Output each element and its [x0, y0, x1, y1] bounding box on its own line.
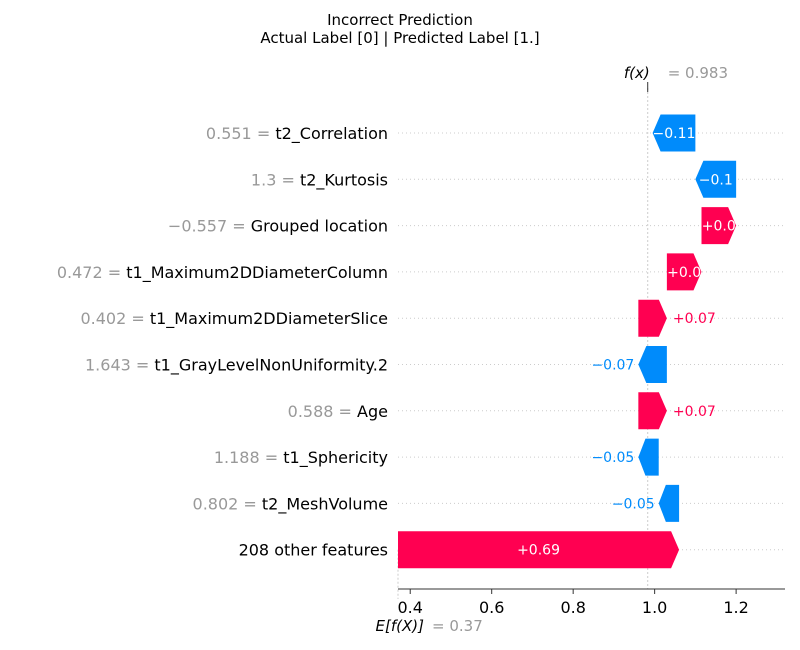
waterfall-bar: [638, 438, 659, 476]
bar-value-label: +0.0: [702, 219, 736, 235]
feature-name: t2_MeshVolume: [262, 494, 388, 514]
bar-value-label: −0.1: [699, 172, 733, 188]
waterfall-bar: [695, 160, 737, 198]
waterfall-bar: [398, 531, 680, 569]
bar-value-label: −0.05: [591, 450, 634, 466]
feature-label: 0.472 = t1_Maximum2DDiameterColumn: [57, 263, 388, 283]
x-tick-label: 1.2: [723, 598, 748, 617]
x-tick-label: 0.4: [397, 598, 422, 617]
feature-label: 1.188 = t1_Sphericity: [214, 448, 388, 468]
feature-name: t2_Kurtosis: [300, 170, 388, 190]
waterfall-bar: [652, 114, 696, 152]
feature-value: 0.472 =: [57, 263, 126, 282]
feature-name: Grouped location: [251, 217, 388, 236]
feature-label: −0.557 = Grouped location: [168, 217, 388, 236]
feature-value: 1.643 =: [85, 356, 154, 375]
feature-name: Age: [357, 402, 388, 421]
feature-name: t2_Correlation: [275, 124, 388, 144]
feature-label: 0.402 = t1_Maximum2DDiameterSlice: [80, 309, 388, 329]
feature-value: 0.802 =: [193, 494, 262, 513]
bar-value-label: +0.0: [667, 265, 701, 281]
feature-label: 0.588 = Age: [288, 402, 388, 421]
waterfall-bar: [638, 299, 667, 337]
feature-label: 0.551 = t2_Correlation: [206, 124, 388, 144]
feature-label: 0.802 = t2_MeshVolume: [193, 494, 388, 514]
feature-value: 0.588 =: [288, 402, 357, 421]
efx-label: E[f(X)]: [376, 617, 425, 635]
bar-value-label: +0.69: [517, 543, 560, 559]
fx-value: = 0.983: [668, 64, 728, 82]
feature-value: 0.402 =: [80, 309, 149, 328]
feature-value: 1.188 =: [214, 448, 283, 467]
chart-title: Incorrect Prediction: [327, 11, 473, 29]
bar-value-label: −0.05: [612, 496, 655, 512]
x-tick-label: 1.0: [642, 598, 667, 617]
x-tick-label: 0.8: [560, 598, 585, 617]
feature-label: 208 other features: [239, 541, 388, 560]
bar-value-label: −0.07: [591, 358, 634, 374]
x-tick-label: 0.6: [479, 598, 504, 617]
feature-name: t1_Maximum2DDiameterColumn: [126, 263, 388, 283]
feature-value: −0.557 =: [168, 217, 251, 236]
feature-value: 1.3 =: [251, 170, 300, 189]
bar-value-label: +0.07: [673, 311, 716, 327]
waterfall-bar: [666, 253, 702, 291]
feature-name: t1_Sphericity: [283, 448, 388, 468]
feature-label: 1.3 = t2_Kurtosis: [251, 170, 388, 190]
waterfall-bar: [658, 484, 680, 522]
waterfall-bar: [638, 346, 667, 383]
efx-value: = 0.37: [432, 617, 483, 635]
feature-value: 0.551 =: [206, 124, 275, 143]
feature-name: 208 other features: [239, 541, 388, 560]
bar-value-label: +0.07: [673, 404, 716, 420]
feature-name: t1_Maximum2DDiameterSlice: [150, 309, 388, 329]
chart-subtitle: Actual Label [0] | Predicted Label [1.]: [260, 29, 540, 47]
waterfall-bar: [701, 207, 737, 245]
feature-name: t1_GrayLevelNonUniformity.2: [154, 356, 388, 376]
waterfall-bar: [638, 392, 667, 430]
bar-value-label: −0.11: [653, 126, 696, 142]
feature-label: 1.643 = t1_GrayLevelNonUniformity.2: [85, 356, 388, 376]
fx-label: f(x): [624, 64, 650, 82]
